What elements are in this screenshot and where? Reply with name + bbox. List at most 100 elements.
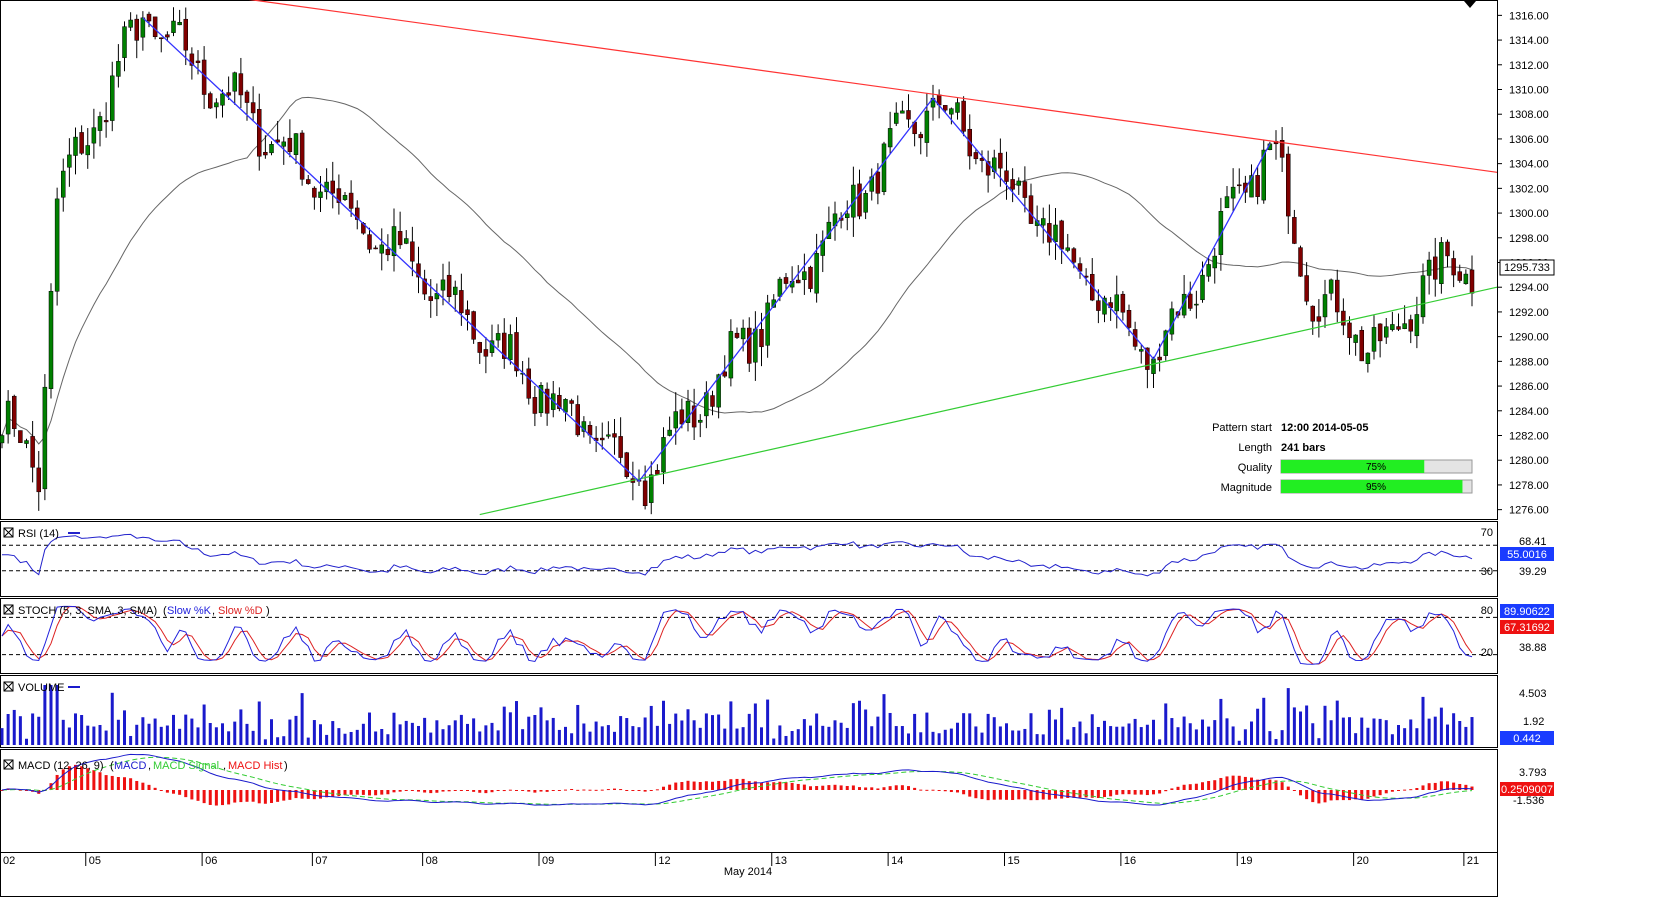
candle (1041, 207, 1046, 244)
candle-body (97, 116, 103, 131)
candle-body (1016, 180, 1021, 186)
candle-body (12, 395, 17, 429)
candle-body (110, 75, 115, 121)
volume-bar (98, 724, 102, 745)
macd-hist-bar (159, 790, 163, 791)
candle (1151, 356, 1156, 388)
volume-bar (778, 725, 782, 745)
candle (1010, 168, 1015, 203)
rsi-close-x (3, 527, 14, 538)
volume-bar (588, 731, 592, 745)
candle-body (42, 386, 48, 490)
volume-bar (1280, 730, 1284, 745)
candle (655, 464, 660, 475)
candle-body (232, 72, 237, 92)
candle (208, 91, 213, 109)
volume-bar (410, 722, 414, 745)
macd-hist-bar (1366, 790, 1370, 799)
volume-bar (1415, 728, 1419, 745)
price-tick-label: 1312.00 (1509, 60, 1549, 72)
candle (943, 105, 948, 113)
candle-body (263, 151, 268, 156)
candle (1145, 347, 1150, 389)
candle (299, 130, 305, 186)
macd-hist-bar (1115, 790, 1119, 795)
volume-bar (1158, 739, 1162, 745)
candle-body (875, 171, 881, 194)
macd-hist-bar (1378, 790, 1382, 796)
volume-bar (796, 729, 800, 745)
macd-hist-bar (533, 790, 537, 793)
macd-hist-bar (178, 790, 182, 795)
macd-hist-bar (1047, 790, 1051, 800)
candle (930, 84, 936, 121)
candle (581, 416, 587, 438)
candle-body (710, 395, 715, 407)
candle-body (606, 434, 611, 437)
price-tick-label: 1314.00 (1509, 35, 1549, 47)
macd-hist-bar (251, 790, 255, 802)
candle (1316, 299, 1322, 338)
volume-bar (453, 720, 457, 745)
volume-bar (245, 723, 249, 745)
macd-hist-bar (790, 782, 794, 790)
volume-bar (153, 718, 157, 745)
volume-bar (1409, 719, 1413, 745)
macd-hist-bar (227, 790, 231, 805)
candle-body (214, 102, 219, 108)
candle (1273, 130, 1279, 160)
macd-hist-bar (1409, 789, 1413, 791)
volume-bar (306, 737, 310, 745)
macd-hist-bar (380, 790, 384, 795)
volume-bar (753, 703, 757, 745)
candle-body (1408, 319, 1413, 332)
candle (808, 265, 813, 293)
candle (159, 37, 164, 53)
volume-bar (1066, 739, 1070, 745)
candle-body (869, 176, 874, 192)
time-axis-labels: 02 05 06 07 08 09 12 13 14 15 16 19 20 21 (0, 853, 1479, 867)
volume-bar (1372, 718, 1376, 745)
volume-bar (717, 714, 721, 745)
candle-body (226, 92, 231, 96)
macd-hist-bar (1458, 783, 1462, 790)
candle (1028, 183, 1034, 224)
candle-body (477, 342, 482, 353)
candle-body (465, 309, 470, 316)
volume-bar (178, 728, 182, 745)
volume-bar (80, 714, 84, 745)
candle (91, 108, 97, 159)
candle (1365, 352, 1371, 373)
candle (918, 131, 923, 155)
macd-hist-bar (815, 786, 819, 790)
candle (1096, 289, 1101, 324)
candle-body (1469, 269, 1475, 294)
macd-legend-comma2: , (223, 760, 226, 772)
macd-hist-bar (809, 786, 812, 790)
collapse-arrow-icon[interactable] (1464, 1, 1476, 8)
macd-hist-bar (1292, 790, 1296, 791)
length-value: 241 bars (1281, 442, 1326, 454)
macd-hist-bar (1103, 790, 1106, 798)
macd-hist-bar (729, 779, 733, 790)
candle (287, 119, 293, 158)
pattern-start-label: Pattern start (1212, 422, 1272, 434)
candle-body (1053, 224, 1058, 243)
volume-bar (459, 714, 463, 745)
macd-hist-bar (1427, 783, 1431, 790)
candle (612, 418, 617, 455)
macd-hist-bar (263, 790, 267, 804)
macd-hist-bar (61, 769, 65, 790)
candle (704, 381, 709, 429)
stoch-legend-comma: , (212, 605, 215, 617)
volume-bar (1115, 726, 1119, 745)
price-tick-label: 1294.00 (1509, 282, 1549, 294)
candle-body (287, 137, 293, 152)
volume-bar (1213, 720, 1217, 745)
candle (1053, 207, 1058, 260)
candle-body (281, 141, 286, 147)
macd-hist-bar (949, 790, 953, 793)
candle (446, 261, 452, 303)
volume-bar (1323, 705, 1327, 745)
